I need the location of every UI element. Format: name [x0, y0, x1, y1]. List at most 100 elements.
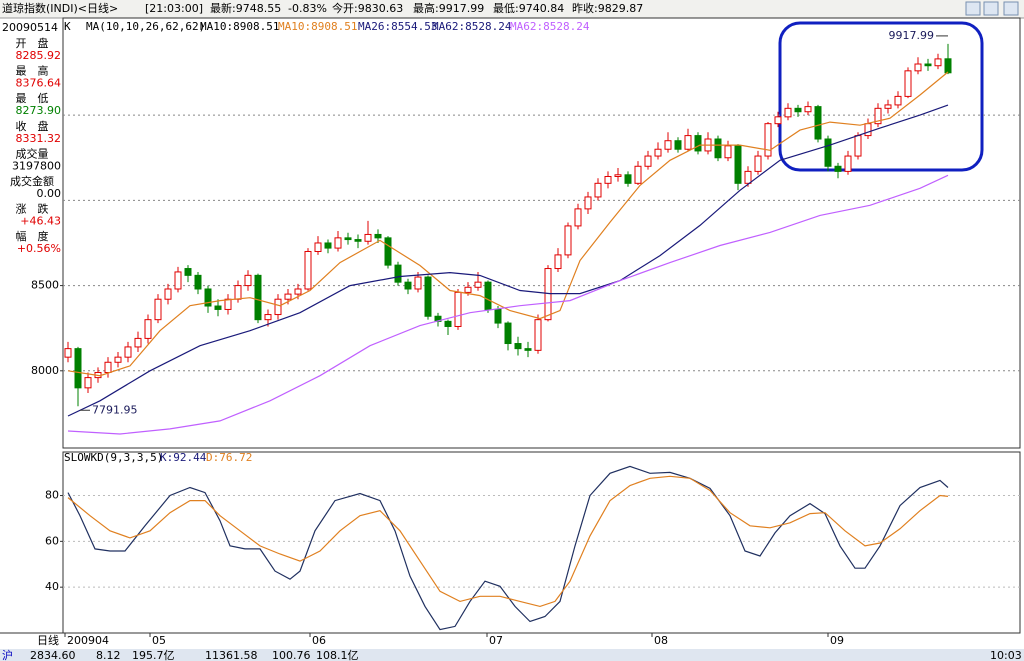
candle-body	[644, 155, 652, 167]
price-legend: MA10:8908.51	[278, 20, 357, 33]
period-label: 日线	[37, 633, 59, 647]
candle-body	[524, 348, 532, 351]
candle-body	[714, 138, 722, 159]
header-item: 最高:9917.99	[413, 1, 484, 15]
header-item: 最低:9740.84	[493, 2, 564, 15]
price-legend: K	[64, 20, 71, 33]
header-time: [21:03:00]	[145, 2, 203, 15]
candle-body	[334, 237, 342, 249]
candle-body	[584, 196, 592, 210]
candle-body	[684, 135, 692, 150]
candle-body	[174, 271, 182, 290]
nav-button[interactable]	[983, 1, 999, 16]
info-label: 成交量	[16, 146, 49, 160]
candle-body	[354, 239, 362, 242]
x-tick-label: 09	[830, 634, 844, 647]
info-label: 开 盘	[16, 36, 49, 50]
candle-body	[344, 237, 352, 241]
candle-body	[864, 123, 872, 137]
candle-body	[944, 58, 952, 74]
price-legend: MA10:8908.51	[200, 20, 279, 33]
x-tick-label: 08	[654, 634, 668, 647]
y-tick-label: 8500	[31, 279, 59, 292]
x-tick-label: 200904	[67, 634, 109, 647]
candle-body	[164, 288, 172, 300]
candle-body	[264, 314, 272, 321]
candle-body	[114, 356, 122, 363]
candle-body	[284, 293, 292, 300]
info-value: +0.56%	[17, 242, 61, 255]
nav-button[interactable]	[965, 1, 981, 16]
status-item: 8.12	[96, 649, 121, 661]
candle-body	[104, 361, 112, 373]
info-label: 成交金额	[10, 174, 54, 188]
candle-body	[194, 274, 202, 290]
header-item: -0.83%	[288, 2, 327, 15]
candle-body	[794, 107, 802, 113]
info-value: 3197800	[12, 159, 61, 172]
candle-body	[374, 233, 382, 239]
status-item: 100.76	[272, 649, 311, 661]
annotation-label: 9917.99	[889, 29, 935, 42]
status-item: 10:03	[990, 649, 1022, 661]
candle-body	[494, 308, 502, 324]
indicator-line	[67, 465, 949, 631]
candle-body	[694, 135, 702, 152]
candle-body	[514, 343, 522, 350]
price-legend: MA62:8528.24	[432, 20, 512, 33]
y-tick-label: 40	[45, 580, 59, 593]
candle-body	[784, 107, 792, 118]
status-item: 108.1亿	[316, 649, 359, 661]
candle-body	[294, 288, 302, 295]
x-tick-label: 06	[312, 634, 326, 647]
indicator-line	[67, 71, 949, 377]
status-item: 沪	[2, 648, 13, 661]
kd-legend: K:92.44	[160, 451, 207, 464]
candle-body	[214, 305, 222, 310]
candle-body	[924, 63, 932, 67]
info-value: +46.43	[20, 215, 61, 228]
price-legend: MA26:8554.53	[358, 20, 437, 33]
y-tick-label: 60	[45, 534, 59, 547]
header-bar	[0, 0, 1024, 18]
candle-body	[464, 286, 472, 293]
status-item: 195.7亿	[132, 649, 175, 661]
candle-body	[454, 291, 462, 327]
info-label: 收 盘	[16, 119, 49, 133]
candle-body	[824, 138, 832, 167]
annotation-label: 7791.95	[92, 403, 138, 416]
nav-button[interactable]	[1003, 1, 1019, 16]
info-label: 最 低	[16, 92, 49, 105]
candle-body	[404, 281, 412, 290]
header-item: 最新:9748.55	[210, 1, 281, 15]
candle-body	[874, 107, 882, 125]
candle-body	[504, 322, 512, 345]
candle-body	[664, 140, 672, 150]
candle-body	[764, 123, 772, 157]
candle-body	[254, 274, 262, 321]
header-item: 昨收:9829.87	[572, 1, 643, 15]
x-tick-label: 05	[152, 634, 166, 647]
status-item: 2834.60	[30, 649, 76, 661]
candle-body	[934, 58, 942, 67]
candle-body	[444, 320, 452, 327]
candle-body	[734, 145, 742, 184]
candle-body	[224, 298, 232, 310]
highlight-box	[778, 21, 984, 172]
indicator-line	[67, 104, 949, 417]
info-value: 0.00	[37, 187, 62, 200]
kd-legend: D:76.72	[206, 451, 252, 464]
candle-body	[84, 377, 92, 389]
candle-body	[854, 135, 862, 157]
info-label: 最 高	[16, 64, 49, 78]
candle-body	[474, 281, 482, 288]
candle-body	[754, 155, 762, 172]
candle-body	[484, 281, 492, 310]
y-tick-label: 8000	[31, 364, 59, 377]
candle-body	[154, 298, 162, 321]
candle-body	[724, 145, 732, 159]
candle-body	[814, 106, 822, 140]
candle-body	[184, 268, 192, 276]
candle-body	[144, 319, 152, 339]
